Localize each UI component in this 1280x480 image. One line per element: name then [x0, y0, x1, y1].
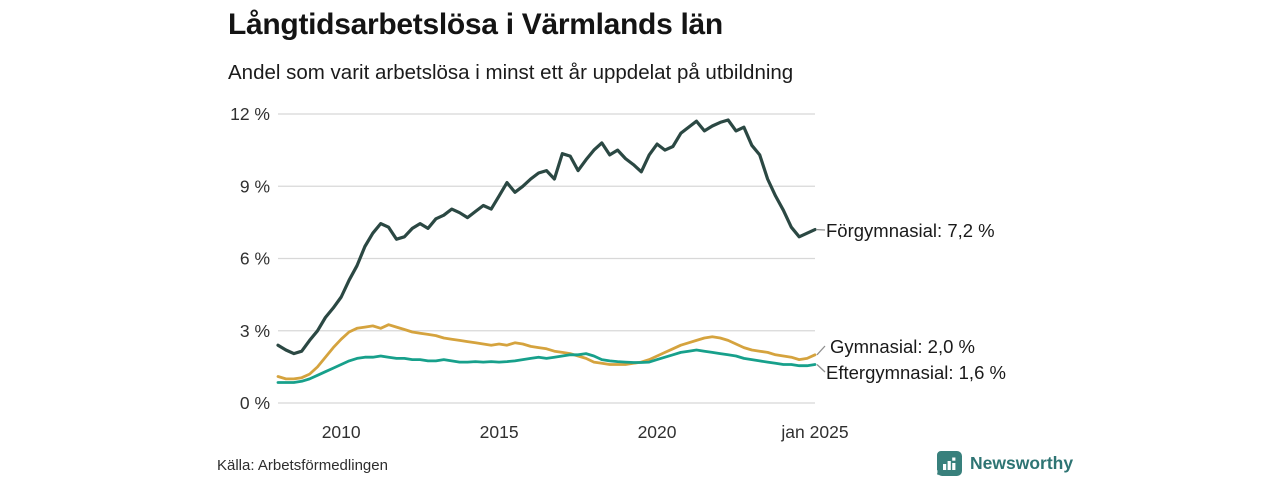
series-line-förgymnasial: [276, 118, 817, 356]
x-tick-label: 2020: [638, 422, 677, 442]
series-label-forgymnasial: Förgymnasial: 7,2 %: [826, 220, 995, 241]
x-tick-label: jan 2025: [780, 422, 848, 442]
newsworthy-chart-bubble-icon: [937, 451, 962, 476]
x-tick-label: 2010: [322, 422, 361, 442]
x-tick-label: 2015: [480, 422, 519, 442]
newsworthy-wordmark: Newsworthy: [970, 453, 1074, 473]
y-tick-label: 9 %: [240, 176, 270, 196]
label-connector: [816, 345, 826, 356]
y-tick-label: 12 %: [230, 104, 270, 124]
newsworthy-logo: Newsworthy: [936, 450, 1073, 477]
series-line-eftergymnasial: [276, 348, 817, 384]
series-label-gymnasial: Gymnasial: 2,0 %: [830, 336, 975, 357]
y-tick-label: 3 %: [240, 321, 270, 341]
series-line-gymnasial: [276, 323, 817, 381]
chart-subtitle: Andel som varit arbetslösa i minst ett å…: [228, 61, 794, 84]
y-tick-label: 6 %: [240, 249, 270, 269]
label-connector: [816, 363, 826, 373]
series-label-eftergymnasial: Eftergymnasial: 1,6 %: [826, 362, 1006, 383]
y-tick-label: 0 %: [240, 393, 270, 413]
page-title: Långtidsarbetslösa i Värmlands län: [228, 8, 723, 41]
source-note: Källa: Arbetsförmedlingen: [217, 457, 388, 474]
